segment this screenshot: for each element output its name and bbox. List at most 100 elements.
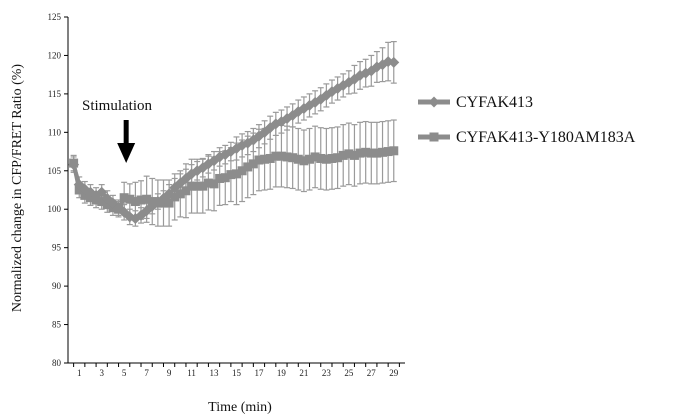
series-1-point bbox=[119, 193, 129, 203]
series-1-point bbox=[215, 173, 225, 183]
series-1-point bbox=[130, 197, 140, 207]
series-1-point bbox=[248, 159, 258, 169]
series-1-point bbox=[181, 186, 191, 196]
x-tick-label: 11 bbox=[187, 368, 196, 378]
series-1-point bbox=[203, 178, 213, 188]
series-1-point bbox=[288, 153, 298, 163]
y-axis-title: Normalized change in CFP/FRET Ratio (%) bbox=[10, 64, 25, 313]
y-tick-label: 100 bbox=[48, 204, 62, 214]
x-tick-label: 3 bbox=[99, 368, 104, 378]
series-1-point bbox=[372, 148, 382, 158]
series-0-point bbox=[118, 206, 130, 218]
y-tick-label: 125 bbox=[48, 12, 62, 22]
series-1-point bbox=[187, 181, 197, 191]
series-1-point bbox=[226, 170, 236, 180]
series-1-point bbox=[366, 148, 376, 158]
series-layer bbox=[68, 56, 400, 224]
series-1-point bbox=[305, 154, 315, 164]
series-1-point bbox=[265, 153, 275, 163]
series-1-point bbox=[293, 154, 303, 164]
error-bars bbox=[70, 41, 397, 227]
y-tick-label: 115 bbox=[48, 89, 62, 99]
legend-marker-shape-1 bbox=[429, 132, 439, 142]
series-0-point bbox=[388, 56, 400, 68]
series-1-point bbox=[349, 150, 359, 160]
x-tick-label: 17 bbox=[254, 368, 264, 378]
series-1-point bbox=[192, 181, 202, 191]
series-1-point bbox=[254, 155, 264, 165]
x-tick-label: 19 bbox=[277, 368, 287, 378]
series-1-point bbox=[170, 192, 180, 202]
series-1-point bbox=[338, 150, 348, 160]
series-1-point bbox=[142, 194, 152, 204]
series-1-point bbox=[271, 151, 281, 161]
series-1-point bbox=[136, 195, 146, 205]
series-1-point bbox=[243, 162, 253, 172]
series-1-point bbox=[80, 190, 90, 200]
series-1-point bbox=[282, 152, 292, 162]
x-tick-label: 21 bbox=[299, 368, 308, 378]
series-1-point bbox=[125, 194, 135, 204]
series-1-point bbox=[321, 154, 331, 164]
series-0-point bbox=[371, 61, 383, 73]
x-tick-label: 15 bbox=[232, 368, 242, 378]
y-tick-label: 90 bbox=[52, 281, 62, 291]
x-tick-label: 9 bbox=[167, 368, 172, 378]
legend-label-0: CYFAK413 bbox=[456, 94, 533, 111]
stimulation-arrow-icon bbox=[117, 120, 136, 163]
series-1-point bbox=[209, 179, 219, 189]
x-tick-label: 27 bbox=[367, 368, 377, 378]
legend: CYFAK413 CYFAK413-Y180AM183A bbox=[418, 94, 636, 146]
series-1-point bbox=[344, 149, 354, 159]
series-1-point bbox=[220, 173, 230, 183]
series-0-point bbox=[68, 159, 80, 171]
series-1-point bbox=[299, 156, 309, 166]
series-1-point bbox=[389, 146, 399, 156]
annotation: Stimulation bbox=[82, 98, 153, 163]
series-1-point bbox=[355, 148, 365, 158]
x-tick-label: 25 bbox=[344, 368, 354, 378]
series-0-point bbox=[163, 188, 175, 200]
y-tick-label: 85 bbox=[52, 320, 62, 330]
series-1-point bbox=[260, 154, 270, 164]
series-1-point bbox=[378, 147, 388, 157]
x-tick-label: 23 bbox=[322, 368, 332, 378]
legend-marker-1 bbox=[418, 132, 450, 142]
series-1-point bbox=[232, 169, 241, 179]
y-tick-label: 110 bbox=[48, 127, 62, 137]
x-tick-label: 1 bbox=[77, 368, 82, 378]
x-tick-label: 13 bbox=[210, 368, 220, 378]
y-tick-label: 80 bbox=[52, 358, 62, 368]
series-1-point bbox=[102, 200, 112, 210]
series-0-point bbox=[382, 56, 394, 68]
series-0-point bbox=[259, 126, 271, 138]
y-tick-label: 105 bbox=[48, 166, 62, 176]
y-tick-label: 95 bbox=[52, 243, 62, 253]
series-1-point bbox=[175, 189, 185, 199]
series-1-point bbox=[383, 147, 393, 157]
series-1-point bbox=[276, 151, 286, 161]
series-0-point bbox=[96, 186, 108, 198]
series-0 bbox=[68, 56, 400, 224]
legend-item-1: CYFAK413-Y180AM183A bbox=[418, 129, 636, 146]
series-1-point bbox=[310, 152, 320, 162]
series-1-point bbox=[316, 153, 326, 163]
series-1-point bbox=[237, 166, 247, 176]
legend-item-0: CYFAK413 bbox=[418, 94, 533, 111]
series-1-point bbox=[198, 181, 208, 191]
x-axis-title: Time (min) bbox=[208, 400, 272, 415]
series-1-point bbox=[164, 198, 174, 208]
x-tick-label: 29 bbox=[389, 368, 399, 378]
x-tick-label: 5 bbox=[122, 368, 127, 378]
legend-marker-0 bbox=[418, 96, 450, 108]
series-1-point bbox=[333, 153, 343, 163]
legend-marker-shape-0 bbox=[428, 96, 440, 108]
stimulation-label: Stimulation bbox=[82, 98, 153, 114]
series-1-point bbox=[97, 197, 107, 207]
series-1-point bbox=[327, 153, 337, 163]
series-1-point bbox=[361, 147, 371, 157]
x-tick-label: 7 bbox=[144, 368, 149, 378]
